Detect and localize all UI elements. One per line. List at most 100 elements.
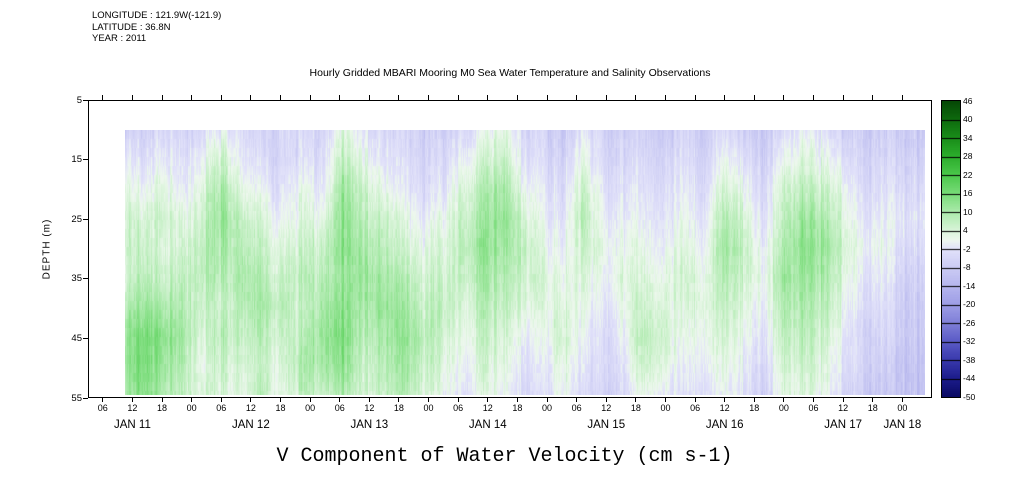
x-axis-tick-top [813,95,815,100]
x-axis-tick-top [546,95,548,100]
x-axis-tick [753,398,755,402]
colorbar-tick-label: 46 [963,95,973,106]
x-day-label: JAN 12 [232,419,270,431]
colorbar-tick-label: 34 [963,132,973,143]
x-axis-tick [457,398,459,402]
x-axis-tick [309,398,311,402]
x-hour-label: 00 [660,403,671,413]
x-axis-tick-top [309,95,311,100]
x-hour-label: 00 [778,403,789,413]
x-hour-label: 00 [186,403,197,413]
x-axis-tick [605,398,607,402]
x-axis-tick [694,398,696,402]
x-hour-label: 18 [393,403,404,413]
x-hour-label: 18 [157,403,168,413]
x-axis-tick-top [457,95,459,100]
y-axis-tick [83,337,88,339]
colorbar-tick-label: 4 [963,225,968,235]
y-axis-tick [83,278,88,280]
x-axis-tick [664,398,666,402]
x-axis-tick-top [398,95,400,100]
x-axis-tick-top [783,95,785,100]
x-day-label: JAN 14 [468,419,507,431]
x-axis-tick-top [635,95,637,100]
x-axis-tick-top [279,95,281,100]
header-longitude: LONGITUDE : 121.9W(-121.9) [92,10,222,21]
x-axis-tick-top [724,95,726,100]
x-hour-label: 06 [571,403,582,413]
y-tick-label: 5 [76,94,82,106]
x-axis-tick [191,398,193,402]
header-block: LONGITUDE : 121.9W(-121.9) LATITUDE : 36… [92,10,221,45]
colorbar-tick-label: 28 [963,151,973,161]
y-tick-label: 25 [71,213,82,225]
x-axis-tick [576,398,578,402]
colorbar-canvas [941,100,961,398]
x-day-label: JAN 13 [350,419,389,431]
x-day-label: JAN 11 [113,419,151,431]
colorbar-tick-label: -38 [963,354,976,365]
x-axis-tick [102,398,104,402]
header-latitude: LATITUDE : 36.8N [92,21,171,33]
x-axis-tick [131,398,133,402]
colorbar-tick-label: -2 [963,243,971,254]
heatmap-canvas [125,130,925,395]
x-axis-tick-top [161,95,163,100]
x-axis-tick-top [368,95,370,100]
x-hour-label: 06 [453,403,464,413]
x-axis-tick-top [694,95,696,100]
x-axis-tick-top [753,95,755,100]
x-axis-tick-top [842,95,844,100]
x-axis-tick [398,398,400,402]
y-axis-tick [83,397,88,399]
x-hour-label: 06 [97,403,108,413]
x-axis-tick [516,398,518,402]
x-axis-tick [368,398,370,402]
bottom-title: V Component of Water Velocity (cm s-1) [276,445,733,468]
x-axis-tick-top [516,95,518,100]
x-hour-label: 06 [808,403,819,413]
x-day-label: JAN 16 [705,419,744,431]
x-hour-label: 00 [423,403,434,413]
colorbar-tick-label: 22 [963,169,973,180]
x-hour-label: 18 [630,403,641,413]
x-hour-label: 00 [305,403,316,413]
colorbar-tick-label: -8 [963,262,971,272]
y-tick-label: 15 [71,154,82,166]
x-axis-tick-top [250,95,252,100]
x-hour-label: 12 [601,403,612,413]
x-hour-label: 00 [897,403,908,413]
x-hour-label: 06 [334,403,345,413]
colorbar-tick-label: -44 [963,373,976,383]
x-axis-tick-top [131,95,133,100]
x-axis-tick [250,398,252,402]
x-axis-tick [428,398,430,402]
x-day-label: JAN 17 [824,419,863,431]
x-axis-tick [487,398,489,402]
x-axis-tick [161,398,163,402]
y-axis-tick [83,218,88,220]
chart-title: Hourly Gridded MBARI Mooring M0 Sea Wate… [309,67,711,79]
x-hour-label: 18 [512,403,523,413]
x-axis-tick-top [191,95,193,100]
x-day-label: JAN 15 [587,419,626,431]
x-axis-tick-top [872,95,874,100]
y-axis-tick [83,99,88,101]
x-axis-tick-top [901,95,903,100]
x-axis-tick-top [664,95,666,100]
colorbar-tick-label: -32 [963,336,976,346]
colorbar-tick-label: -26 [963,317,976,328]
x-axis-tick [635,398,637,402]
y-axis-tick [83,159,88,161]
x-axis-tick [872,398,874,402]
x-axis-tick [339,398,341,402]
x-axis-tick-top [339,95,341,100]
x-hour-label: 18 [867,403,878,413]
x-axis-tick-top [428,95,430,100]
x-hour-label: 18 [275,403,286,413]
colorbar-tick-label: -50 [963,391,976,402]
x-axis-tick [783,398,785,402]
x-hour-label: 18 [749,403,760,413]
colorbar-tick-label: -20 [963,299,976,309]
